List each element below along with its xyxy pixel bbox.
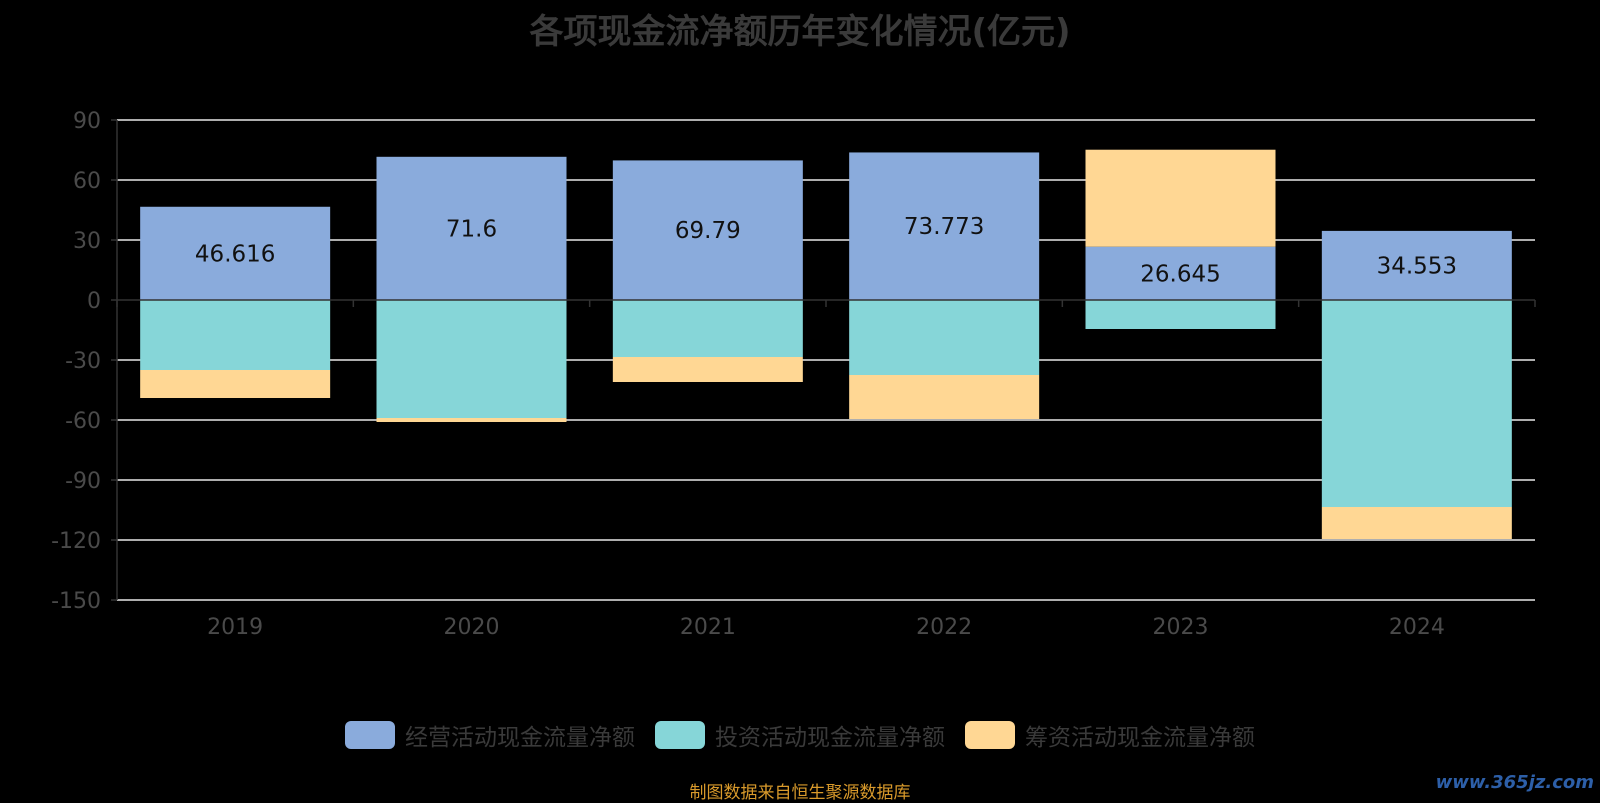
bar-2021-series-3 (612, 357, 803, 382)
bar-2024-series-2 (1321, 300, 1512, 507)
source-note: 制图数据来自恒生聚源数据库 (689, 783, 911, 803)
bar-2024-series-1 (1321, 230, 1512, 300)
legend-swatch (965, 721, 1015, 749)
y-tick-label: -60 (65, 409, 101, 434)
bars (140, 149, 1512, 539)
legend-label: 经营活动现金流量净额 (405, 725, 635, 751)
legend: 经营活动现金流量净额 投资活动现金流量净额 筹资活动现金流量净额 (0, 718, 1600, 752)
bar-2021-series-1 (612, 160, 803, 300)
y-tick-label: -120 (51, 529, 101, 554)
data-label: 46.616 (195, 241, 275, 267)
y-tick-label: -90 (65, 469, 101, 494)
data-label: 26.645 (1140, 261, 1220, 287)
bar-2023-series-3 (1085, 149, 1276, 247)
bar-2022-series-2 (849, 300, 1040, 375)
legend-label: 筹资活动现金流量净额 (1025, 725, 1255, 751)
bar-2024-series-3 (1321, 507, 1512, 539)
bar-2021-series-2 (612, 300, 803, 357)
bar-2020-series-3 (376, 418, 567, 422)
bar-2020-series-2 (376, 300, 567, 418)
legend-swatch (345, 721, 395, 749)
x-tick-label: 2022 (916, 615, 972, 640)
bar-2019-series-3 (140, 370, 331, 398)
data-label: 34.553 (1377, 253, 1457, 279)
y-tick-label: 30 (73, 229, 101, 254)
x-tick-label: 2019 (207, 615, 263, 640)
y-tick-label: -30 (65, 349, 101, 374)
legend-label: 投资活动现金流量净额 (715, 725, 945, 751)
labels: 90 60 30 0 -30 -60 -90 -120 -150 46.616 2019 71.6 20… (51, 109, 1457, 640)
x-tick-label: 2021 (680, 615, 736, 640)
x-tick-label: 2024 (1389, 615, 1445, 640)
chart-plot: 90 60 30 0 -30 -60 -90 -120 -150 46.616 2019 71.6 20… (51, 109, 1536, 640)
legend-item-2[interactable]: 投资活动现金流量净额 (655, 718, 945, 752)
x-tick-label: 2020 (444, 615, 500, 640)
y-tick-label: -150 (51, 589, 101, 614)
legend-swatch (655, 721, 705, 749)
legend-item-1[interactable]: 经营活动现金流量净额 (345, 718, 635, 752)
bar-2023-series-1 (1085, 246, 1276, 300)
watermark: www.365jz.com (1435, 772, 1594, 793)
bar-2022-series-3 (849, 375, 1040, 419)
grid-lines (117, 119, 1535, 601)
bar-2020-series-1 (376, 156, 567, 300)
data-label: 73.773 (904, 214, 984, 240)
legend-item-3[interactable]: 筹资活动现金流量净额 (965, 718, 1255, 752)
bar-2019-series-1 (140, 206, 331, 300)
bar-2019-series-2 (140, 300, 331, 370)
bar-2023-series-2 (1085, 300, 1276, 329)
data-label: 69.79 (675, 218, 741, 244)
x-tick-label: 2023 (1153, 615, 1209, 640)
data-label: 71.6 (446, 216, 497, 242)
bar-2022-series-1 (849, 152, 1040, 300)
axes (111, 119, 1536, 601)
y-tick-label: 60 (73, 169, 101, 194)
chart-title: 各项现金流净额历年变化情况(亿元) (529, 12, 1071, 52)
y-tick-label: 0 (87, 289, 101, 314)
y-tick-label: 90 (73, 109, 101, 134)
